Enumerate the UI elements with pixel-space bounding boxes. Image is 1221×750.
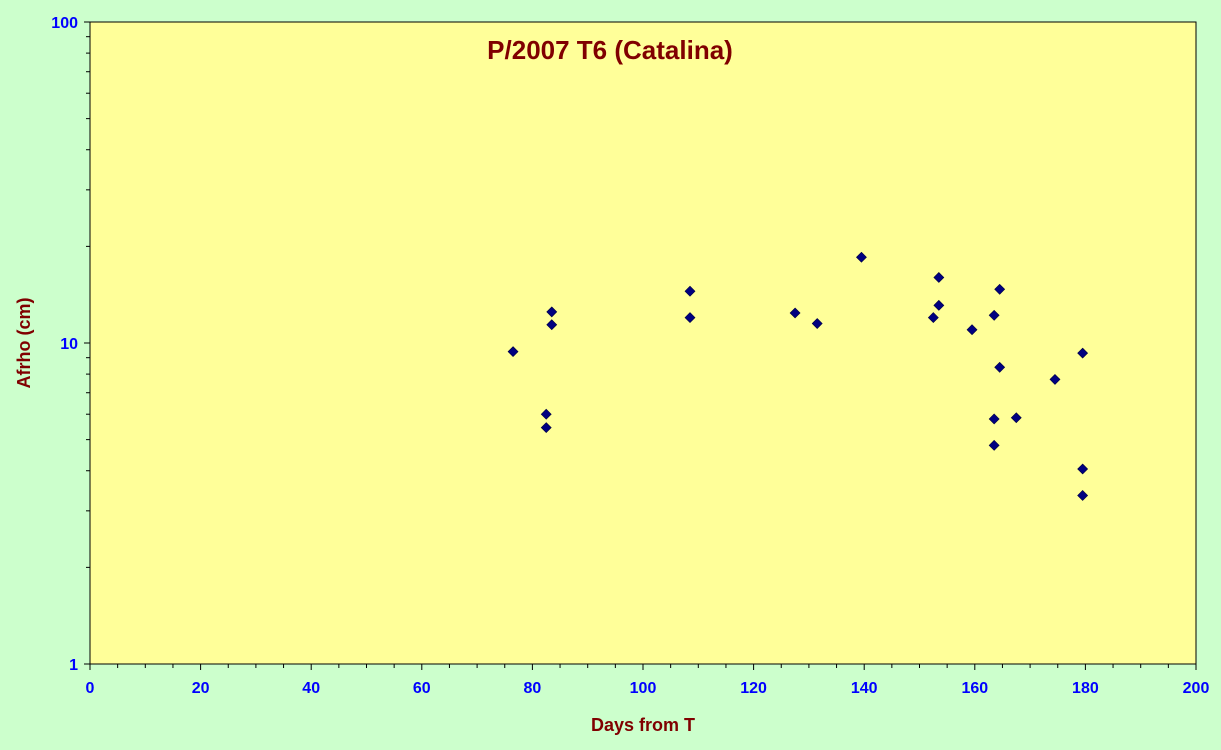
x-axis-label: Days from T [591, 715, 695, 735]
data-point [811, 318, 823, 329]
x-tick-label: 120 [740, 680, 767, 697]
x-tick-label: 20 [192, 680, 210, 697]
data-point [994, 283, 1006, 295]
data-point [856, 251, 867, 263]
x-axis: 0 20 40 60 80 100 120 140 160 180 200 [86, 664, 1210, 697]
x-tick-label: 80 [524, 680, 542, 697]
y-tick-label: 100 [51, 15, 78, 32]
data-point [988, 413, 1000, 425]
x-tick-label: 0 [86, 680, 95, 697]
y-axis: 1 10 100 [51, 15, 90, 674]
data-point [1077, 490, 1089, 501]
x-tick-label: 60 [413, 680, 431, 697]
data-point [933, 299, 945, 311]
data-point [933, 272, 945, 283]
x-tick-label: 40 [302, 680, 320, 697]
data-point [1049, 374, 1061, 385]
data-point [546, 306, 558, 318]
x-tick-label: 200 [1183, 680, 1210, 697]
x-tick-label: 140 [851, 680, 878, 697]
data-point [789, 307, 801, 319]
data-point [1077, 347, 1089, 359]
data-point [966, 324, 978, 336]
y-tick-label: 1 [69, 657, 78, 674]
data-point [684, 285, 696, 297]
data-point [540, 422, 552, 434]
data-point [540, 408, 552, 420]
data-point [994, 361, 1006, 373]
data-point [1010, 412, 1022, 424]
data-point [927, 312, 939, 324]
x-tick-label: 180 [1072, 680, 1099, 697]
x-tick-label: 100 [630, 680, 657, 697]
plot-area [89, 21, 1197, 665]
data-point [546, 319, 558, 331]
data-point [684, 312, 696, 324]
data-point [1077, 463, 1089, 475]
x-tick-label: 160 [961, 680, 988, 697]
chart-title: P/2007 T6 (Catalina) [487, 35, 733, 65]
data-point [988, 309, 1000, 321]
y-axis-label: Afrho (cm) [14, 298, 34, 389]
data-points [507, 251, 1089, 501]
data-point [988, 439, 1000, 451]
y-tick-label: 10 [60, 336, 78, 353]
data-point [507, 346, 519, 358]
